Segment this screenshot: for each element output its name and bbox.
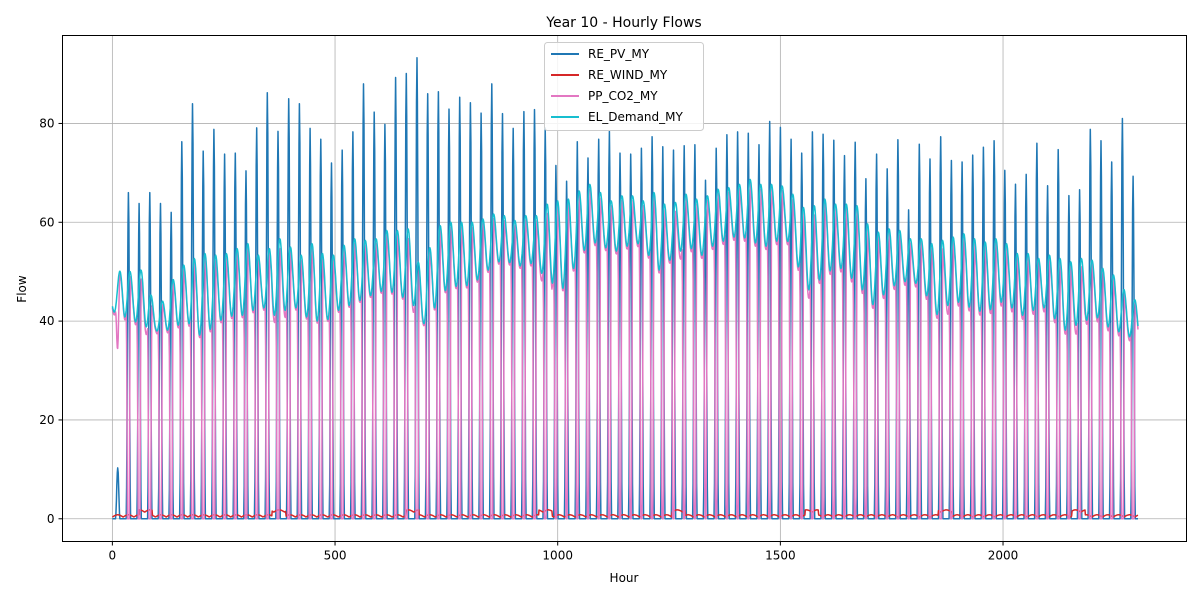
x-tick-label: 2000: [988, 549, 1019, 563]
x-axis-ticks: 0 500 1000 1500 2000: [109, 541, 1019, 563]
plot-area: [111, 56, 1139, 520]
legend-box: [544, 42, 704, 131]
y-tick-label: 20: [39, 413, 54, 427]
y-tick-label: 0: [47, 512, 55, 526]
x-tick-label: 0: [109, 549, 117, 563]
y-axis-label: Flow: [15, 275, 29, 303]
axes-frame: [62, 35, 1187, 542]
legend-label-el-demand: EL_Demand_MY: [588, 110, 684, 124]
y-tick-label: 60: [39, 215, 54, 229]
x-tick-label: 1000: [542, 549, 573, 563]
legend-label-re-wind: RE_WIND_MY: [588, 68, 668, 82]
chart-title: Year 10 - Hourly Flows: [545, 15, 701, 31]
y-tick-label: 40: [39, 314, 54, 328]
x-tick-label: 1500: [765, 549, 796, 563]
legend-label-re-pv: RE_PV_MY: [588, 47, 650, 61]
legend: RE_PV_MY RE_WIND_MY PP_CO2_MY EL_Demand_…: [544, 42, 704, 131]
y-tick-label: 80: [39, 116, 54, 130]
series-line-re-wind: [112, 509, 1139, 518]
series-line-re-pv: [112, 56, 1139, 520]
series-line-el-demand: [111, 178, 1139, 338]
legend-label-pp-co2: PP_CO2_MY: [588, 89, 658, 103]
y-axis-ticks: 0 20 40 60 80: [39, 116, 63, 526]
x-tick-label: 500: [324, 549, 347, 563]
x-axis-label: Hour: [610, 571, 639, 585]
